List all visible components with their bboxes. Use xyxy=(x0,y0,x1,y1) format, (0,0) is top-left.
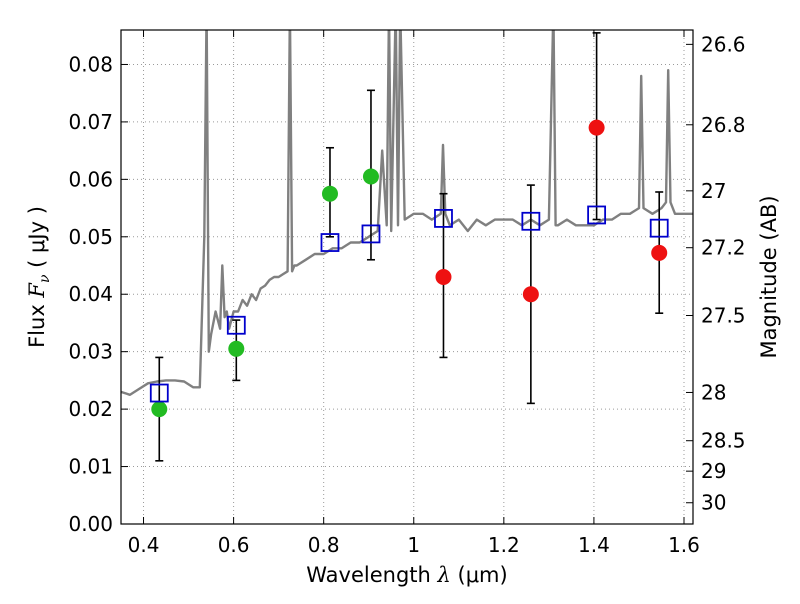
y2-tick-label: 29 xyxy=(701,459,726,483)
data-point-green xyxy=(321,185,338,202)
y2-tick-label: 26.6 xyxy=(701,32,746,56)
y-tick-label: 0.04 xyxy=(68,282,113,306)
x-tick-label: 0.6 xyxy=(218,533,250,557)
y-tick-label: 0.05 xyxy=(68,225,113,249)
model-point-square xyxy=(226,315,246,335)
y2-tick-labels: 26.6 26.8 27 27.2 27.5 28 28.5 29 30 xyxy=(701,32,746,514)
y-tick-label: 0.06 xyxy=(68,167,113,191)
y-tick-label: 0.07 xyxy=(68,110,113,134)
x-tick-label: 1.2 xyxy=(488,533,520,557)
data-point-red xyxy=(522,286,539,303)
model-point-square xyxy=(361,224,381,244)
x-tick-label: 0.4 xyxy=(128,533,160,557)
template-spectrum-line xyxy=(121,30,693,396)
y-tick-label: 0.08 xyxy=(68,52,113,76)
y2-tick-label: 27.5 xyxy=(701,303,746,327)
y-tick-label: 0.03 xyxy=(68,340,113,364)
plot-background xyxy=(121,30,693,524)
y-tick-label: 0.00 xyxy=(68,512,113,536)
y-tick-label: 0.01 xyxy=(68,455,113,479)
x-tick-label: 0.8 xyxy=(308,533,340,557)
y2-axis-label: Magnitude (AB) xyxy=(757,195,781,358)
data-point-green xyxy=(228,340,245,357)
x-tick-labels: 0.4 0.6 0.8 1 1.2 1.4 1.6 xyxy=(128,533,700,557)
x-axis-label: Wavelength λ (μm) xyxy=(306,563,507,587)
data-point-green xyxy=(362,168,379,185)
y-axis-label: Flux Fν ( μJy ) xyxy=(25,206,53,348)
template-spectrum-layer xyxy=(121,30,693,396)
model-point-square xyxy=(587,205,607,225)
y-tick-label: 0.02 xyxy=(68,397,113,421)
x-tick-label: 1.6 xyxy=(668,533,700,557)
x-tick-label: 1 xyxy=(407,533,420,557)
data-point-red xyxy=(435,269,452,285)
data-point-green xyxy=(151,401,168,418)
y2-tick-label: 26.8 xyxy=(701,113,746,137)
data-point-red xyxy=(588,119,605,136)
y2-tick-label: 28.5 xyxy=(701,429,746,453)
y2-tick-label: 27.2 xyxy=(701,236,746,260)
tick-marks xyxy=(121,30,693,525)
model-point-square xyxy=(521,211,541,231)
marker-layer xyxy=(149,119,669,418)
model-point-square xyxy=(434,209,453,228)
x-tick-label: 1.4 xyxy=(578,533,610,557)
model-point-square xyxy=(320,233,340,252)
plot-frame xyxy=(120,29,694,525)
y-tick-labels: 0.00 0.01 0.02 0.03 0.04 0.05 0.06 0.07 0.08 xyxy=(68,52,113,536)
data-point-red xyxy=(651,244,668,261)
y2-tick-label: 30 xyxy=(701,491,726,515)
y2-tick-label: 27 xyxy=(701,179,726,203)
model-point-square xyxy=(149,383,169,403)
model-point-square xyxy=(649,218,669,238)
y2-tick-label: 28 xyxy=(701,380,726,404)
